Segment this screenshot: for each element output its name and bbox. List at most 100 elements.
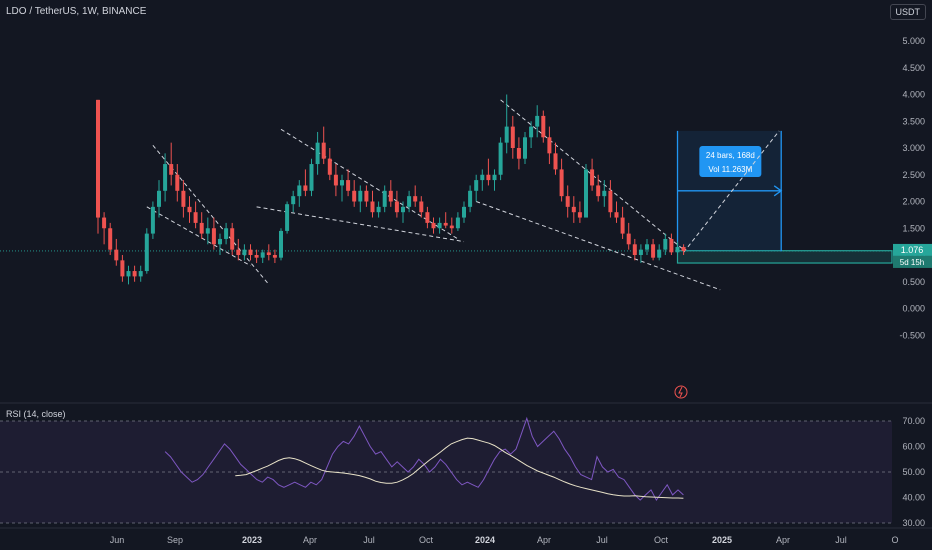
candle-body: [388, 190, 393, 202]
price-tick-label: 5.000: [902, 36, 925, 46]
candle-body: [376, 206, 381, 213]
candle-body: [370, 201, 375, 213]
candle-body: [590, 169, 595, 186]
candle-body: [315, 142, 320, 165]
candle-body: [431, 222, 436, 229]
candle-body: [449, 225, 454, 229]
candle-body: [248, 249, 253, 255]
price-tick-label: 2.500: [902, 170, 925, 180]
price-tick-label: 1.500: [902, 223, 925, 233]
currency-button[interactable]: USDT: [889, 4, 926, 20]
candle-body: [291, 196, 296, 205]
candle-body: [486, 174, 491, 181]
candle-body: [297, 185, 302, 197]
candles: [96, 94, 686, 285]
symbol-title: LDO / TetherUS, 1W, BINANCE: [6, 6, 147, 17]
candle-body: [352, 190, 357, 202]
candle-body: [199, 222, 204, 234]
time-tick-label: Oct: [419, 535, 434, 545]
candle-body: [535, 115, 540, 127]
candle-body: [382, 190, 387, 207]
price-tick-label: 4.000: [902, 90, 925, 100]
measure-label-box: [699, 146, 762, 177]
candle-body: [102, 217, 107, 229]
measure-arrow-head: [773, 185, 783, 197]
candle-body: [462, 206, 466, 218]
candle-body: [108, 228, 113, 250]
candle-body: [193, 212, 198, 223]
candle-body: [663, 238, 668, 250]
rsi-tick-label: 60.00: [902, 442, 925, 452]
candle-body: [602, 190, 607, 197]
time-tick-label: O: [891, 535, 898, 545]
price-tick-label: 0.000: [902, 304, 925, 314]
candle-body: [187, 206, 192, 213]
rsi-tick-label: 30.00: [902, 518, 925, 528]
candle-body: [614, 212, 619, 218]
lightning-icon: [678, 386, 683, 398]
candle-body: [510, 126, 515, 148]
candle-body: [620, 217, 625, 234]
candle-body: [425, 212, 430, 223]
candle-body: [205, 228, 210, 234]
price-tick-label: 4.500: [902, 63, 925, 73]
time-tick-label: Jun: [110, 535, 125, 545]
candle-body: [474, 180, 479, 191]
candle-body: [260, 252, 265, 258]
wedge-trendline: [476, 201, 721, 291]
last-price-label: 1.076: [901, 245, 924, 255]
candle-body: [236, 249, 241, 255]
candle-body: [516, 148, 521, 159]
candle-body: [681, 246, 686, 251]
candle-body: [437, 222, 442, 229]
rsi-title: RSI (14, close): [6, 409, 66, 419]
price-tick-label: 3.500: [902, 116, 925, 126]
candle-body: [327, 158, 332, 175]
candle-body: [608, 190, 613, 213]
price-tick-label: 2.000: [902, 197, 925, 207]
countdown-box: [893, 255, 932, 268]
candle-body: [364, 190, 369, 202]
candle-body: [126, 271, 131, 277]
rsi-ma-line: [235, 437, 684, 499]
wedge-trendline: [280, 128, 459, 240]
candle-body: [651, 244, 656, 258]
candle-body: [492, 174, 497, 181]
position-box: [676, 250, 893, 264]
candle-body: [303, 185, 308, 191]
candle-body: [358, 190, 363, 202]
candle-body: [657, 249, 662, 258]
candle-body: [242, 249, 247, 255]
time-tick-label: Oct: [654, 535, 669, 545]
measure-label-bars: 24 bars, 168d: [706, 151, 755, 160]
candle-body: [480, 174, 485, 181]
wedge-trendline: [256, 206, 465, 243]
candle-body: [584, 169, 588, 218]
candle-body: [340, 180, 344, 186]
rsi-tick-label: 40.00: [902, 493, 925, 503]
candle-body: [553, 153, 558, 170]
wedge-trendline: [146, 206, 251, 267]
time-tick-label: 2025: [712, 535, 732, 545]
candle-body: [577, 212, 582, 218]
candle-body: [498, 142, 503, 175]
candle-body: [419, 201, 424, 213]
time-tick-label: Jul: [596, 535, 608, 545]
candle-body: [675, 246, 680, 253]
candle-body: [596, 185, 601, 197]
candle-body: [285, 204, 290, 231]
candle-body: [120, 260, 125, 277]
candle-body: [443, 222, 448, 226]
candle-body: [272, 255, 277, 258]
last-price-box: [893, 243, 932, 256]
candle-body: [559, 169, 564, 197]
time-tick-label: 2024: [475, 535, 495, 545]
candle-body: [346, 180, 351, 191]
candle-body: [571, 206, 576, 213]
candle-body: [626, 233, 631, 245]
countdown-label: 5d 15h: [900, 258, 924, 267]
time-tick-label: Jul: [363, 535, 375, 545]
candle-body: [632, 244, 637, 255]
candle-body: [224, 228, 229, 239]
